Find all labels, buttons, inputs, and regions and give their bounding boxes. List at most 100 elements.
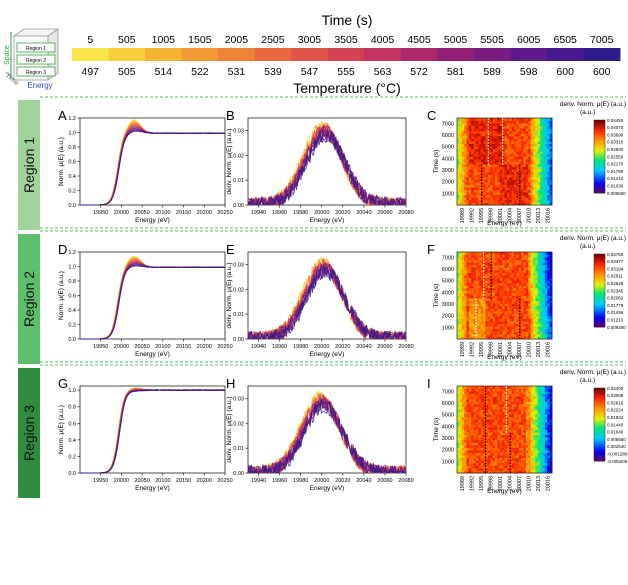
- heatmap-cell: [473, 158, 477, 162]
- heatmap-cell: [518, 437, 522, 441]
- heatmap-cell: [537, 333, 541, 337]
- heatmap-cell: [480, 123, 484, 127]
- heatmap-cell: [502, 130, 505, 134]
- heatmap-cell: [502, 267, 505, 271]
- heatmap-cell: [521, 118, 524, 121]
- heatmap-cell: [457, 331, 460, 335]
- heatmap-cell: [461, 153, 465, 157]
- heatmap-cell: [549, 421, 553, 425]
- heatmap-cell: [521, 174, 524, 178]
- time-label: 5505: [480, 34, 504, 46]
- heatmap-cell: [461, 416, 465, 420]
- heatmap-cell: [528, 161, 532, 165]
- heatmap-cell: [485, 396, 489, 400]
- heatmap-cell: [521, 333, 524, 337]
- heatmap-cell: [478, 333, 482, 337]
- heatmap-cell: [530, 333, 534, 337]
- heatmap-cell: [497, 326, 501, 330]
- heatmap-cell: [549, 187, 553, 191]
- heatmap-cell: [542, 164, 546, 168]
- heatmap-cell: [540, 174, 543, 178]
- heatmap-cell: [490, 462, 494, 466]
- colorbar-step: [594, 187, 605, 190]
- heatmap-cell: [528, 275, 532, 278]
- heatmap-cell: [473, 282, 477, 286]
- heatmap-cell: [521, 434, 524, 438]
- heatmap-cell: [537, 460, 541, 464]
- heatmap-cell: [461, 259, 465, 263]
- heatmap-cell: [476, 169, 479, 173]
- heatmap-cell: [478, 176, 482, 180]
- heatmap-cell: [468, 444, 472, 448]
- heatmap-cell: [502, 259, 505, 263]
- heatmap-cell: [540, 262, 543, 266]
- heatmap-cell: [518, 457, 522, 461]
- heatmap-cell: [483, 125, 486, 129]
- heatmap-cell: [483, 331, 486, 335]
- heatmap-cell: [518, 135, 522, 139]
- heatmap-cell: [511, 295, 515, 299]
- heatmap-cell: [514, 257, 517, 261]
- heatmap-cell: [461, 429, 465, 433]
- heatmap-cell: [533, 264, 536, 268]
- heatmap-cell: [533, 313, 536, 317]
- heatmap-cell: [459, 257, 463, 261]
- heatmap-cell: [537, 141, 541, 144]
- heatmap-cell: [511, 194, 515, 198]
- heatmap-cell: [476, 130, 479, 134]
- heatmap-cell: [540, 181, 543, 185]
- colorbar-step: [594, 266, 605, 269]
- heatmap-cell: [533, 460, 536, 464]
- heatmap-cell: [530, 176, 534, 180]
- heatmap-cell: [468, 465, 472, 469]
- heatmap-cell: [506, 419, 510, 423]
- heatmap-cell: [483, 424, 486, 428]
- heatmap-cell: [516, 254, 520, 258]
- heatmap-cell: [521, 386, 524, 389]
- heatmap-cell: [535, 398, 539, 402]
- region-cube-icon: Region 1 Region 2 Region 3 Space Time En…: [4, 28, 60, 90]
- heatmap-cell: [518, 460, 522, 464]
- heatmap-cell: [487, 133, 491, 137]
- heatmap-cell: [530, 118, 534, 121]
- heatmap-cell: [480, 141, 484, 144]
- heatmap-cell: [542, 457, 546, 461]
- heatmap-cell: [549, 169, 553, 173]
- heatmap-cell: [506, 298, 510, 302]
- heatmap-cell: [499, 326, 503, 330]
- heatmap-cell: [464, 419, 467, 423]
- heatmap-cell: [509, 171, 513, 175]
- heatmap-cell: [509, 414, 513, 418]
- heatmap-cell: [478, 141, 482, 144]
- heatmap-cell: [549, 181, 553, 185]
- heatmap-cell: [547, 331, 551, 335]
- heatmap-cell: [466, 321, 470, 325]
- heatmap-cell: [497, 388, 501, 392]
- heatmap-cell: [476, 386, 479, 389]
- heatmap-cell: [533, 252, 536, 255]
- heatmap-cell: [495, 303, 498, 307]
- heatmap-cell: [480, 449, 484, 453]
- heatmap-cell: [530, 414, 534, 418]
- heatmap-cell: [461, 187, 465, 191]
- heatmap-cell: [504, 442, 508, 446]
- heatmap-cell: [483, 254, 486, 258]
- heatmap-cell: [525, 128, 529, 132]
- heatmap-cell: [457, 269, 460, 273]
- heatmap-cell: [525, 328, 529, 332]
- heatmap-cell: [511, 426, 515, 430]
- heatmap-cell: [468, 252, 472, 255]
- heatmap-cell: [504, 414, 508, 418]
- heatmap-cell: [468, 401, 472, 405]
- heatmap-cell: [537, 135, 541, 139]
- heatmap-cell: [521, 467, 524, 471]
- heatmap-cell: [464, 158, 467, 162]
- heatmap-cell: [530, 202, 534, 206]
- heatmap-cell: [485, 414, 489, 418]
- heatmap-cell: [468, 156, 472, 160]
- heatmap-cell: [480, 118, 484, 121]
- heatmap-cell: [518, 156, 522, 160]
- heatmap-cell: [497, 174, 501, 178]
- heatmap-cell: [537, 470, 541, 474]
- heatmap-cell: [504, 326, 508, 330]
